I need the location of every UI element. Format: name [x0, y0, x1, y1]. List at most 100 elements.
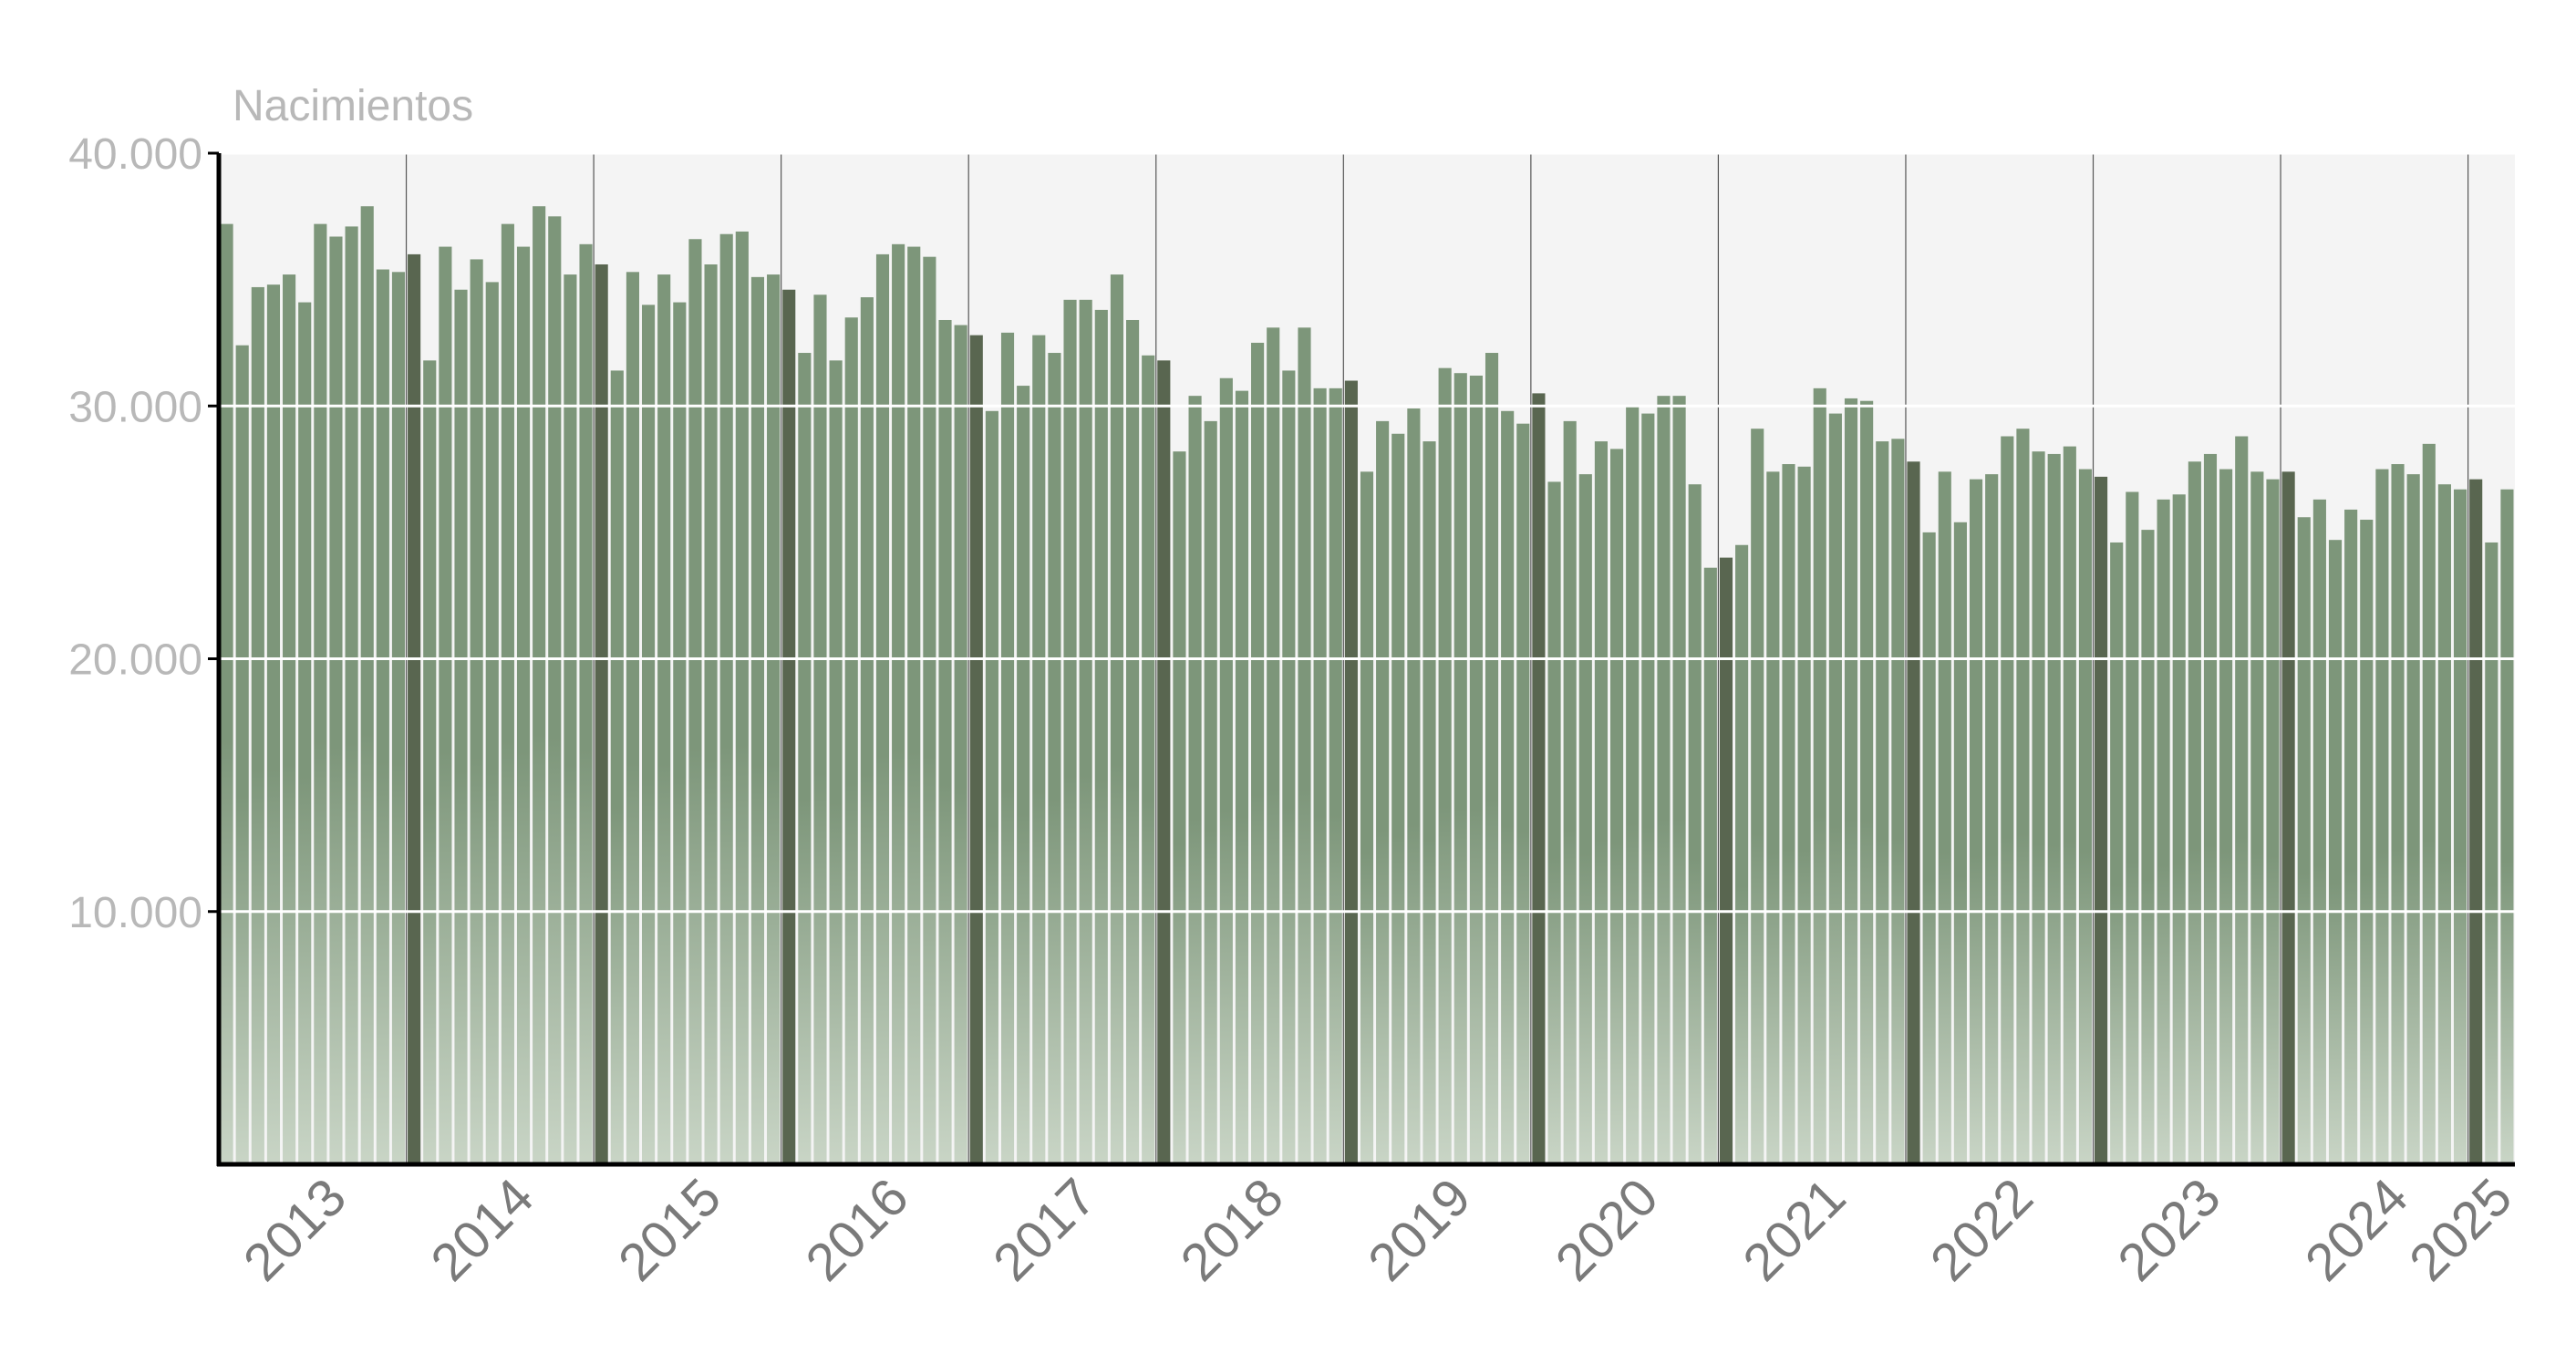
bar — [1938, 471, 1951, 1164]
bar — [1735, 544, 1749, 1164]
bar — [1017, 386, 1030, 1164]
bar — [2297, 517, 2311, 1164]
bar — [1641, 413, 1655, 1164]
bar — [892, 243, 905, 1164]
bar — [1797, 466, 1811, 1164]
y-axis-title: Nacimientos — [233, 82, 473, 130]
bar — [673, 302, 687, 1165]
bar-january — [408, 253, 421, 1164]
bar — [1110, 274, 1123, 1165]
x-axis: 2013 2014 2015 2016 2017 2018 2019 2020 2021 2022… — [217, 1162, 2523, 1292]
bar — [2126, 491, 2139, 1164]
bar — [2016, 429, 2030, 1164]
bar — [1844, 398, 1858, 1164]
bar — [1298, 327, 1311, 1164]
bar — [688, 239, 702, 1164]
bar — [1422, 441, 1436, 1164]
bar — [2485, 542, 2498, 1164]
bar — [1485, 353, 1499, 1164]
bar — [657, 274, 671, 1165]
bar — [938, 319, 952, 1164]
bar — [2078, 469, 2093, 1164]
y-tick-label: 40.000 — [68, 130, 202, 179]
bar — [548, 216, 562, 1164]
bar — [750, 276, 765, 1165]
bar — [2312, 499, 2326, 1164]
bar — [283, 274, 296, 1165]
bar — [1188, 396, 1202, 1164]
bar — [345, 226, 358, 1164]
bar — [641, 305, 656, 1165]
bar — [1610, 449, 1624, 1164]
bar — [1876, 441, 1889, 1164]
y-tick-label: 20.000 — [68, 636, 202, 685]
bar — [1891, 439, 1905, 1164]
bar — [1547, 481, 1561, 1164]
bar — [1672, 396, 1686, 1164]
bar — [735, 231, 749, 1164]
x-tick-label: 2022 — [1919, 1167, 2044, 1292]
bar — [2063, 446, 2076, 1164]
bar — [360, 206, 374, 1165]
x-tick-label: 2015 — [607, 1167, 732, 1292]
bar-january — [969, 335, 983, 1164]
bar — [2422, 443, 2436, 1165]
bar — [1094, 309, 1108, 1164]
bar — [626, 272, 639, 1164]
bar — [1469, 375, 1483, 1165]
y-tick-label: 30.000 — [68, 383, 202, 431]
bar-january — [1532, 393, 1546, 1164]
bar — [1922, 532, 1936, 1165]
x-tick-label: 2019 — [1357, 1167, 1482, 1292]
bar — [314, 223, 327, 1164]
bar — [2157, 499, 2170, 1164]
x-tick-label: 2018 — [1169, 1167, 1294, 1292]
bar — [1282, 370, 1296, 1164]
bar — [2360, 520, 2374, 1164]
bar — [516, 246, 531, 1165]
bar — [844, 317, 858, 1165]
bar — [1079, 299, 1092, 1164]
bar — [2328, 540, 2343, 1164]
bar — [501, 223, 514, 1164]
bar — [1454, 373, 1467, 1165]
bar — [454, 289, 468, 1165]
bar — [923, 256, 936, 1164]
bar — [1204, 420, 1217, 1164]
bar — [1953, 522, 1967, 1164]
bar — [579, 243, 593, 1164]
bar-january — [1719, 557, 1733, 1164]
y-tick-label: 10.000 — [68, 889, 202, 937]
bar — [2266, 479, 2280, 1164]
bar — [1626, 406, 1640, 1164]
bar — [1063, 299, 1077, 1164]
bar — [704, 264, 718, 1164]
bar — [235, 345, 249, 1165]
bar — [2453, 489, 2467, 1164]
bar — [251, 286, 264, 1164]
bar — [2219, 469, 2233, 1164]
bar-january — [2095, 476, 2108, 1164]
bar — [2500, 489, 2514, 1164]
bar — [2344, 509, 2358, 1164]
x-tick-label: 2016 — [794, 1167, 919, 1292]
bar — [767, 274, 781, 1165]
bar — [2001, 436, 2014, 1164]
bar — [329, 236, 343, 1164]
bar — [533, 206, 546, 1165]
bar — [564, 274, 577, 1165]
bar — [2172, 494, 2186, 1164]
bar — [985, 410, 998, 1164]
bar-january — [1157, 360, 1171, 1165]
bar — [1251, 342, 1265, 1164]
bar — [954, 325, 967, 1164]
bar — [1438, 367, 1452, 1164]
bar — [470, 259, 483, 1164]
bars — [220, 206, 2514, 1165]
bar — [2406, 474, 2420, 1164]
bar — [1407, 408, 1421, 1164]
bar — [1828, 413, 1842, 1164]
x-tick-label: 2021 — [1732, 1167, 1857, 1292]
bar — [813, 294, 827, 1164]
